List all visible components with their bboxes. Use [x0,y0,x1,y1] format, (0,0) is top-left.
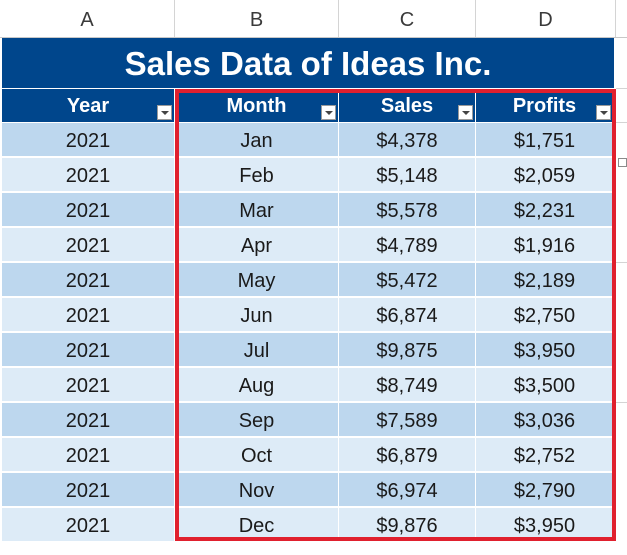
cell-sales[interactable]: $5,578 [339,193,476,227]
cell-month[interactable]: Feb [175,158,339,192]
header-cell-profits[interactable]: Profits [476,89,614,122]
table-row: 2021 Apr $4,789 $1,916 [2,228,614,263]
cell-sales[interactable]: $5,472 [339,263,476,297]
cell-year[interactable]: 2021 [2,123,175,157]
cell-profits[interactable]: $1,916 [476,228,614,262]
cell-sales[interactable]: $7,589 [339,403,476,437]
table-row: 2021 May $5,472 $2,189 [2,263,614,298]
column-header-d[interactable]: D [476,0,616,37]
gridline [616,262,627,263]
cell-month[interactable]: Oct [175,438,339,472]
cell-sales[interactable]: $6,974 [339,473,476,507]
gridline [616,122,627,123]
cell-month[interactable]: Jan [175,123,339,157]
cell-month[interactable]: Apr [175,228,339,262]
column-header-a[interactable]: A [0,0,175,37]
table-row: 2021 Nov $6,974 $2,790 [2,473,614,508]
column-e-edge [616,38,627,555]
table-row: 2021 Oct $6,879 $2,752 [2,438,614,473]
cell-sales[interactable]: $9,876 [339,508,476,542]
gridline [616,88,627,89]
table-row: 2021 Jan $4,378 $1,751 [2,123,614,158]
cell-year[interactable]: 2021 [2,473,175,507]
cell-sales[interactable]: $6,879 [339,438,476,472]
cell-profits[interactable]: $2,189 [476,263,614,297]
cell-sales[interactable]: $6,874 [339,298,476,332]
cell-profits[interactable]: $2,752 [476,438,614,472]
cell-year[interactable]: 2021 [2,193,175,227]
cell-year[interactable]: 2021 [2,263,175,297]
cell-sales[interactable]: $5,148 [339,158,476,192]
filter-dropdown-icon[interactable] [321,105,336,120]
cell-sales[interactable]: $8,749 [339,368,476,402]
cell-year[interactable]: 2021 [2,333,175,367]
header-cell-month[interactable]: Month [175,89,339,122]
quick-analysis-handle[interactable] [618,158,627,167]
table-header-row: Year Month Sales Profits [2,89,614,122]
cell-year[interactable]: 2021 [2,438,175,472]
cell-month[interactable]: Nov [175,473,339,507]
cell-year[interactable]: 2021 [2,403,175,437]
header-label-year: Year [66,95,110,117]
cell-profits[interactable]: $3,036 [476,403,614,437]
cell-profits[interactable]: $3,500 [476,368,614,402]
header-cell-sales[interactable]: Sales [339,89,476,122]
cell-month[interactable]: Mar [175,193,339,227]
header-label-month: Month [226,95,287,117]
cell-profits[interactable]: $2,750 [476,298,614,332]
column-header-c[interactable]: C [339,0,476,37]
cell-profits[interactable]: $2,790 [476,473,614,507]
cell-year[interactable]: 2021 [2,298,175,332]
table-row: 2021 Feb $5,148 $2,059 [2,158,614,193]
cell-month[interactable]: Jul [175,333,339,367]
filter-dropdown-icon[interactable] [157,105,172,120]
cell-sales[interactable]: $9,875 [339,333,476,367]
header-cell-year[interactable]: Year [2,89,175,122]
table-row: 2021 Mar $5,578 $2,231 [2,193,614,228]
cell-month[interactable]: May [175,263,339,297]
column-header-b[interactable]: B [175,0,339,37]
filter-dropdown-icon[interactable] [596,105,611,120]
table-title[interactable]: Sales Data of Ideas Inc. [2,38,614,88]
cell-profits[interactable]: $2,231 [476,193,614,227]
cell-year[interactable]: 2021 [2,368,175,402]
table-row: 2021 Dec $9,876 $3,950 [2,508,614,543]
cell-profits[interactable]: $1,751 [476,123,614,157]
filter-dropdown-icon[interactable] [458,105,473,120]
gridline [616,402,627,403]
table-row: 2021 Jul $9,875 $3,950 [2,333,614,368]
cell-profits[interactable]: $2,059 [476,158,614,192]
cell-year[interactable]: 2021 [2,508,175,542]
cell-year[interactable]: 2021 [2,158,175,192]
table-row: 2021 Jun $6,874 $2,750 [2,298,614,333]
table-row: 2021 Aug $8,749 $3,500 [2,368,614,403]
cell-profits[interactable]: $3,950 [476,508,614,542]
cell-month[interactable]: Jun [175,298,339,332]
cell-month[interactable]: Sep [175,403,339,437]
table-row: 2021 Sep $7,589 $3,036 [2,403,614,438]
cell-month[interactable]: Aug [175,368,339,402]
cell-year[interactable]: 2021 [2,228,175,262]
cell-profits[interactable]: $3,950 [476,333,614,367]
column-header-bar: A B C D [0,0,627,38]
cell-sales[interactable]: $4,378 [339,123,476,157]
cell-sales[interactable]: $4,789 [339,228,476,262]
header-label-sales: Sales [380,95,434,117]
header-label-profits: Profits [512,95,577,117]
cell-month[interactable]: Dec [175,508,339,542]
sheet-bottom-area [0,542,627,555]
